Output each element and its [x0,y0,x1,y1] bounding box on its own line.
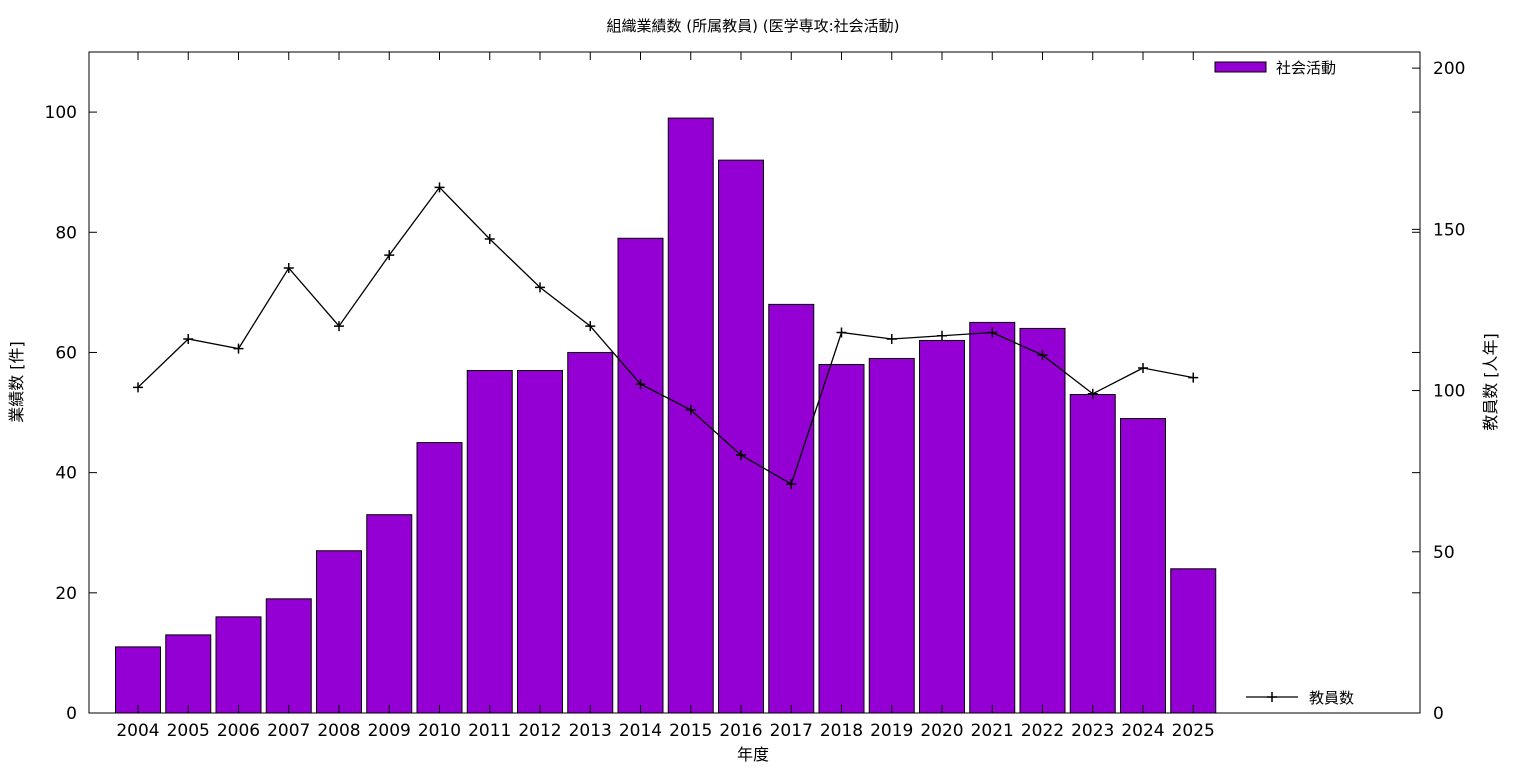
point-2019 [886,333,897,344]
y-tick-label-60: 60 [55,343,77,363]
point-2010 [434,182,445,193]
point-2022 [1037,350,1048,361]
chart-title: 組織業績数 (所属教員) (医学専攻:社会活動) [607,17,900,35]
legend-bar-swatch [1214,61,1267,73]
x-tick-label-2015: 2015 [669,721,712,741]
x-tick-label-2009: 2009 [368,721,411,741]
y-tick-label-80: 80 [55,223,77,243]
x-tick-label-2017: 2017 [770,721,813,741]
point-2020 [937,330,947,341]
x-tick-label-2011: 2011 [468,721,511,741]
x-tick-label-2006: 2006 [217,721,260,741]
bar-2010 [416,442,463,714]
bar-2005 [165,634,212,714]
bar-2017 [768,303,815,714]
bar-2012 [517,369,563,714]
bar-2015 [667,117,714,714]
legend-line: 教員数 [1246,689,1354,707]
left-axis: 0 20 40 60 80 100 [45,103,1420,724]
y-tick-label-40: 40 [55,464,77,484]
point-2014 [635,379,646,390]
bar-2008 [316,550,362,714]
x-tick-label-2022: 2022 [1021,721,1064,741]
point-2021 [987,327,998,338]
x-tick-label-2008: 2008 [317,721,360,741]
point-2009 [384,250,395,261]
point-2024 [1138,362,1148,373]
x-tick-label-2019: 2019 [870,721,913,741]
y-tick-label-0: 0 [66,704,77,724]
x-tick-label-2005: 2005 [167,721,210,741]
x-tick-label-2007: 2007 [267,721,310,741]
x-tick-label-2021: 2021 [971,721,1014,741]
y-tick-label-20: 20 [55,584,77,604]
x-tick-label-2012: 2012 [518,721,561,741]
x-axis-title: 年度 [737,745,769,764]
x-tick-label-2023: 2023 [1071,721,1114,741]
point-2005 [183,333,194,344]
bar-2023 [1069,394,1116,714]
bar-2011 [466,369,513,714]
point-2015 [685,404,696,415]
point-2007 [283,263,294,274]
point-2012 [535,282,545,293]
x-tick-label-2016: 2016 [719,721,762,741]
point-2006 [233,343,244,354]
y2-axis-title: 教員数 [人年] [1481,333,1500,431]
legend-bar-label: 社会活動 [1276,59,1336,77]
bar-2016 [718,159,764,714]
line-layer [133,182,1199,490]
bar-2007 [265,598,312,714]
right-axis: 0 50 100 150 200 [1412,59,1465,724]
line-series-path [137,186,1194,486]
bar-2018 [818,363,865,714]
bar-2025 [1170,568,1217,714]
bar-2019 [868,357,915,714]
bar-2006 [215,616,262,714]
x-tick-label-2020: 2020 [920,721,963,741]
y-axis-title: 業績数 [件] [7,341,26,423]
point-2013 [585,321,596,332]
x-tick-label-2018: 2018 [820,721,863,741]
point-2016 [736,450,746,461]
y2-tick-label-200: 200 [1433,59,1465,79]
bar-2013 [567,351,614,714]
bars-layer [115,117,1217,714]
legend-bar: 社会活動 [1214,59,1336,77]
y2-tick-label-100: 100 [1433,382,1465,402]
y2-tick-label-0: 0 [1433,704,1444,724]
point-2018 [836,327,847,338]
x-tick-label-2025: 2025 [1172,721,1215,741]
bar-2020 [919,339,965,714]
x-tick-label-2024: 2024 [1121,721,1164,741]
x-tick-label-2014: 2014 [619,721,662,741]
bar-2022 [1019,327,1066,714]
point-2025 [1188,372,1199,383]
y-tick-label-100: 100 [45,103,77,123]
x-tick-label-2004: 2004 [116,721,159,741]
point-2017 [786,479,797,490]
y2-tick-label-50: 50 [1433,543,1455,563]
y2-tick-label-150: 150 [1433,220,1465,240]
point-2011 [484,234,495,245]
point-2008 [334,321,344,332]
legend-line-marker [1267,692,1277,702]
x-tick-label-2010: 2010 [418,721,461,741]
legend-line-label: 教員数 [1309,689,1354,707]
x-tick-label-2013: 2013 [569,721,612,741]
bar-2024 [1120,418,1166,714]
bar-2009 [366,514,413,714]
bar-2004 [115,646,161,714]
point-2004 [133,382,143,393]
x-axis: 2004 2005 2006 2007 2008 2009 2010 2011 2012 2013… [116,52,1215,741]
plot-frame [88,51,1421,714]
point-2023 [1087,388,1098,399]
bar-2014 [617,237,664,714]
bar-2021 [969,321,1016,714]
